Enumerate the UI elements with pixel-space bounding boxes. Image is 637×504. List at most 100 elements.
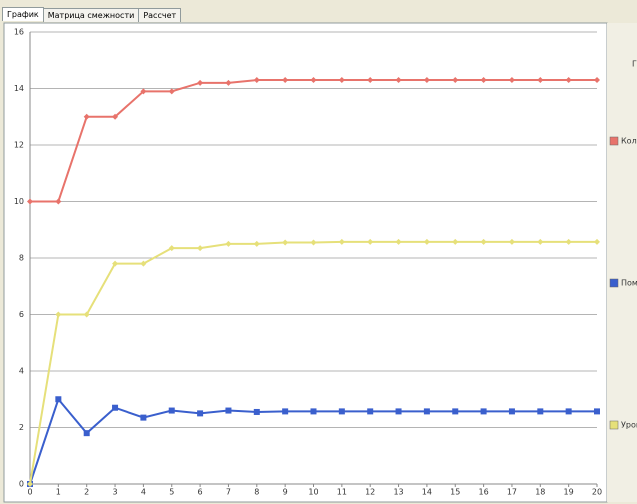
marker xyxy=(225,240,232,247)
marker xyxy=(168,245,175,252)
legend-label: Поми xyxy=(621,279,637,288)
x-tick-label: 0 xyxy=(27,488,32,497)
marker xyxy=(452,77,459,84)
marker xyxy=(594,77,600,84)
marker xyxy=(508,408,515,415)
x-tick-label: 9 xyxy=(283,488,288,497)
marker xyxy=(423,77,430,84)
marker xyxy=(197,410,204,417)
marker xyxy=(55,198,62,205)
marker xyxy=(594,408,600,415)
marker xyxy=(140,414,147,421)
marker xyxy=(480,238,487,245)
legend-title: Г xyxy=(632,60,637,69)
y-tick-label: 8 xyxy=(19,254,24,263)
y-tick-label: 12 xyxy=(14,141,24,150)
x-tick-label: 17 xyxy=(507,488,517,497)
tab[interactable]: График xyxy=(2,7,44,21)
legend-swatch xyxy=(609,420,619,430)
marker xyxy=(112,113,119,120)
marker xyxy=(367,77,374,84)
marker xyxy=(594,238,600,245)
marker xyxy=(83,430,90,437)
marker xyxy=(480,408,487,415)
x-tick-label: 3 xyxy=(113,488,118,497)
legend-label: Коли xyxy=(621,137,637,146)
marker xyxy=(55,311,62,318)
x-tick-label: 10 xyxy=(308,488,318,497)
marker xyxy=(565,77,572,84)
y-tick-label: 16 xyxy=(14,28,24,37)
y-tick-label: 0 xyxy=(19,480,24,489)
marker xyxy=(310,408,317,415)
marker xyxy=(112,260,119,267)
marker xyxy=(395,408,402,415)
marker xyxy=(282,77,289,84)
marker xyxy=(338,238,345,245)
x-tick-label: 7 xyxy=(226,488,231,497)
marker xyxy=(537,238,544,245)
marker xyxy=(310,77,317,84)
marker xyxy=(395,77,402,84)
marker xyxy=(338,77,345,84)
x-tick-label: 4 xyxy=(141,488,146,497)
marker xyxy=(395,238,402,245)
tab-strip: График Матрица смежности Рассчет xyxy=(2,7,182,22)
legend-swatch xyxy=(609,136,619,146)
marker xyxy=(367,238,374,245)
marker xyxy=(197,245,204,252)
x-tick-label: 16 xyxy=(479,488,489,497)
y-tick-label: 10 xyxy=(14,197,24,206)
marker xyxy=(537,408,544,415)
marker xyxy=(508,238,515,245)
marker xyxy=(537,77,544,84)
y-tick-label: 14 xyxy=(14,84,24,93)
x-tick-label: 19 xyxy=(564,488,574,497)
marker xyxy=(565,238,572,245)
marker xyxy=(452,238,459,245)
marker xyxy=(83,113,90,120)
marker xyxy=(338,408,345,415)
marker xyxy=(168,88,175,95)
marker xyxy=(225,79,232,86)
marker xyxy=(225,407,232,414)
y-tick-label: 2 xyxy=(19,423,24,432)
marker xyxy=(27,481,33,487)
x-tick-label: 12 xyxy=(365,488,375,497)
x-tick-label: 2 xyxy=(84,488,89,497)
x-tick-label: 15 xyxy=(450,488,460,497)
marker xyxy=(423,408,430,415)
marker xyxy=(27,198,33,205)
marker xyxy=(282,239,289,246)
x-tick-label: 18 xyxy=(535,488,545,497)
legend-label: Уров xyxy=(621,421,637,430)
x-tick-label: 13 xyxy=(393,488,403,497)
marker xyxy=(253,408,260,415)
marker xyxy=(508,77,515,84)
marker xyxy=(423,238,430,245)
x-tick-label: 5 xyxy=(169,488,174,497)
x-tick-label: 6 xyxy=(198,488,203,497)
y-tick-label: 6 xyxy=(19,310,24,319)
x-tick-label: 20 xyxy=(592,488,602,497)
marker xyxy=(565,408,572,415)
x-tick-label: 8 xyxy=(254,488,259,497)
legend-panel xyxy=(607,23,637,502)
chart-panel xyxy=(3,22,608,503)
x-tick-label: 1 xyxy=(56,488,61,497)
marker xyxy=(168,407,175,414)
tab[interactable]: Рассчет xyxy=(138,8,182,22)
marker xyxy=(480,77,487,84)
marker xyxy=(310,239,317,246)
marker xyxy=(140,260,147,267)
x-tick-label: 14 xyxy=(422,488,432,497)
marker xyxy=(367,408,374,415)
marker xyxy=(112,404,119,411)
marker xyxy=(55,396,62,403)
marker xyxy=(452,408,459,415)
marker xyxy=(253,77,260,84)
marker xyxy=(140,88,147,95)
marker xyxy=(253,240,260,247)
